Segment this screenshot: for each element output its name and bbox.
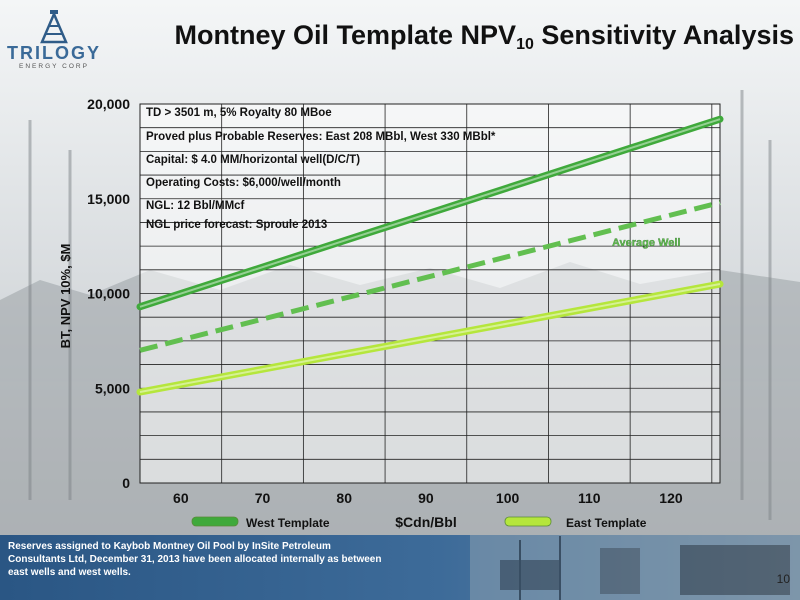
x-tick-label: 100 [496, 490, 520, 506]
title-main: Montney Oil Template NPV [174, 20, 517, 50]
title-end: Sensitivity Analysis [533, 20, 794, 50]
x-tick-label: 120 [659, 490, 683, 506]
x-tick-label: 80 [336, 490, 352, 506]
series-highlight-east-template [139, 283, 721, 394]
annotation-line: NGL: 12 Bbl/MMcf [146, 200, 245, 212]
grid-lines [139, 103, 721, 484]
legend: West Template East Template [191, 516, 647, 530]
logo-derrick-icon [40, 10, 68, 44]
plot-frame [139, 103, 721, 484]
x-tick-label: 90 [418, 490, 434, 506]
annotation-line: TD > 3501 m, 5% Royalty 80 MBoe [146, 107, 332, 119]
slide-title: Montney Oil Template NPV10 Sensitivity A… [160, 20, 794, 54]
series-highlight-west-template [139, 118, 721, 308]
series-lines: Average Well [136, 115, 724, 396]
axes: 0 5,000 10,000 15,000 20,000 60 70 80 90 100 110 12… [58, 96, 683, 530]
legend-swatch-east-template [504, 516, 552, 527]
logo-wordmark: TRILOGY [7, 43, 101, 63]
annotation-box: TD > 3501 m, 5% Royalty 80 MBoe Proved pl… [146, 107, 496, 231]
x-tick-label: 60 [173, 490, 189, 506]
legend-label-west-template: West Template [246, 516, 330, 530]
trilogy-logo: TRILOGY ENERGY CORP [6, 10, 102, 74]
page-number: 10 [776, 572, 790, 586]
y-tick-label: 5,000 [95, 380, 130, 396]
x-tick-label: 110 [578, 490, 601, 506]
y-tick-label: 0 [122, 475, 130, 491]
y-axis-label: BT, NPV 10%, $M [58, 244, 73, 349]
y-tick-label: 15,000 [87, 191, 130, 207]
legend-swatch-west-template [191, 516, 239, 527]
annotation-line: NGL price forecast: Sproule 2013 [146, 219, 327, 231]
series-line-west-template [136, 115, 724, 311]
x-tick-label: 70 [255, 490, 271, 506]
y-tick-label: 20,000 [87, 96, 130, 112]
legend-label-east-template: East Template [566, 516, 647, 530]
x-axis-label: $Cdn/Bbl [395, 514, 456, 530]
annotation-line: Capital: $ 4.0 MM/horizontal well(D/C/T) [146, 154, 360, 166]
y-tick-label: 10,000 [87, 286, 130, 302]
annotation-line: Proved plus Probable Reserves: East 208 … [146, 131, 496, 143]
reserves-footnote: Reserves assigned to Kaybob Montney Oil … [8, 541, 382, 578]
series-line-east-template [136, 280, 724, 396]
title-subscript: 10 [516, 36, 534, 53]
logo-subtext: ENERGY CORP [19, 63, 89, 70]
series-line-average-well [139, 200, 721, 353]
annotation-line: Operating Costs: $6,000/well/month [146, 177, 341, 189]
series-label-average-well: Average Well [612, 237, 680, 249]
